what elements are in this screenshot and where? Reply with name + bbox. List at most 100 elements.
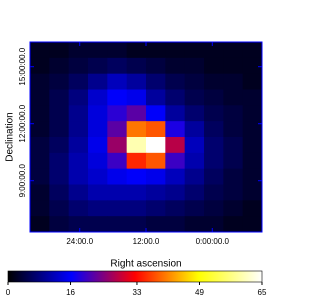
heatmap-cell	[30, 168, 50, 185]
heatmap-cell	[184, 200, 205, 217]
heatmap-cell	[107, 42, 128, 59]
heatmap-cell	[146, 200, 166, 217]
heatmap-cell	[223, 42, 244, 59]
colorbar-tick-label: 0	[6, 288, 11, 297]
heatmap-cell	[242, 121, 263, 138]
heatmap-cell	[223, 216, 244, 233]
heatmap-cell	[223, 121, 244, 138]
heatmap-cell	[242, 89, 263, 106]
heatmap-cell	[88, 73, 108, 90]
heatmap-cell	[204, 200, 224, 217]
heatmap-cell	[223, 73, 244, 90]
heatmap-cell	[165, 137, 186, 154]
heatmap-cell	[184, 121, 205, 138]
heatmap-cell	[49, 168, 70, 185]
heatmap-cell	[146, 73, 166, 90]
heatmap-cell	[49, 184, 70, 201]
y-tick-label: 15:00:00.0	[18, 47, 27, 85]
heatmap-cell	[126, 184, 147, 201]
heatmap-cell	[204, 216, 224, 233]
heatmap-cell	[242, 42, 263, 59]
heatmap-cell	[223, 105, 244, 122]
heatmap-cell	[165, 200, 186, 217]
heatmap-cell	[242, 73, 263, 90]
heatmap-cell	[68, 57, 89, 75]
y-axis-label: Declination	[5, 112, 16, 161]
heatmap-cell	[49, 73, 70, 90]
heatmap-cell	[68, 184, 89, 201]
heatmap-cell	[126, 42, 147, 59]
heatmap-cell	[184, 152, 205, 170]
heatmap-cell	[30, 200, 50, 217]
heatmap-cell	[107, 200, 128, 217]
heatmap-cell	[146, 152, 166, 170]
heatmap-cell	[242, 200, 263, 217]
heatmap-cell	[49, 42, 70, 59]
heatmap-cell	[242, 184, 263, 201]
x-axis-label: Right ascension	[110, 259, 181, 270]
heatmap-cell	[68, 121, 89, 138]
heatmap-cell	[184, 137, 205, 154]
heatmap-cell	[68, 216, 89, 233]
heatmap-cell	[165, 89, 186, 106]
heatmap-cell	[30, 42, 50, 59]
heatmap-cell	[165, 152, 186, 170]
heatmap-cell	[49, 200, 70, 217]
heatmap-cell	[184, 216, 205, 233]
colorbar	[7, 270, 263, 283]
heatmap-cell	[68, 105, 89, 122]
heatmap-cell	[204, 89, 224, 106]
heatmap-cell	[184, 168, 205, 185]
heatmap-cell	[30, 105, 50, 122]
y-tick-label: 9:00:00.0	[18, 163, 27, 197]
heatmap-cell	[165, 42, 186, 59]
chart: Right ascension Declination 24:00.0 12:00…	[5, 41, 267, 297]
heatmap-cell	[242, 168, 263, 185]
heatmap-cell	[204, 168, 224, 185]
heatmap-cell	[165, 105, 186, 122]
heatmap-cell	[49, 152, 70, 170]
heatmap-cell	[165, 168, 186, 185]
heatmap-cell	[126, 152, 147, 170]
heatmap-cell	[242, 57, 263, 75]
heatmap-cell	[88, 105, 108, 122]
heatmap-cell	[165, 73, 186, 90]
heatmap-cell	[184, 42, 205, 59]
heatmap-cell	[88, 152, 108, 170]
heatmap-cell	[88, 89, 108, 106]
heatmap-cell	[107, 89, 128, 106]
heatmap-cell	[204, 121, 224, 138]
heatmap-cell	[107, 121, 128, 138]
heatmap-cell	[107, 73, 128, 90]
heatmap-cell	[30, 137, 50, 154]
heatmap-cell	[88, 184, 108, 201]
heatmap-cell	[146, 42, 166, 59]
x-tick-label: 24:00.0	[66, 237, 93, 246]
heatmap-cell	[223, 200, 244, 217]
heatmap-cell	[242, 216, 263, 233]
heatmap-cell	[204, 73, 224, 90]
heatmap-cell	[126, 105, 147, 122]
heatmap-cell	[88, 216, 108, 233]
heatmap-cell	[49, 216, 70, 233]
heatmap-cell	[146, 184, 166, 201]
heatmap-cell	[146, 121, 166, 138]
heatmap-cell	[30, 152, 50, 170]
heatmap-cell	[146, 89, 166, 106]
heatmap-cell	[30, 216, 50, 233]
x-tick-label: 12:00.0	[133, 237, 160, 246]
heatmap-cell	[223, 184, 244, 201]
heatmap-cell	[223, 168, 244, 185]
heatmap-cell	[184, 73, 205, 90]
colorbar-tick-label: 33	[133, 288, 142, 297]
heatmap-cell	[146, 137, 166, 154]
heatmap-cell	[30, 73, 50, 90]
heatmap-cell	[126, 57, 147, 75]
heatmap-cell	[146, 216, 166, 233]
colorbar-tick-label: 16	[66, 288, 75, 297]
x-tick-label: 0:00:00.0	[196, 237, 230, 246]
heatmap-cell	[30, 89, 50, 106]
heatmap-cell	[223, 89, 244, 106]
heatmap-cell	[223, 57, 244, 75]
y-tick-label: 12:00:00.0	[18, 104, 27, 142]
